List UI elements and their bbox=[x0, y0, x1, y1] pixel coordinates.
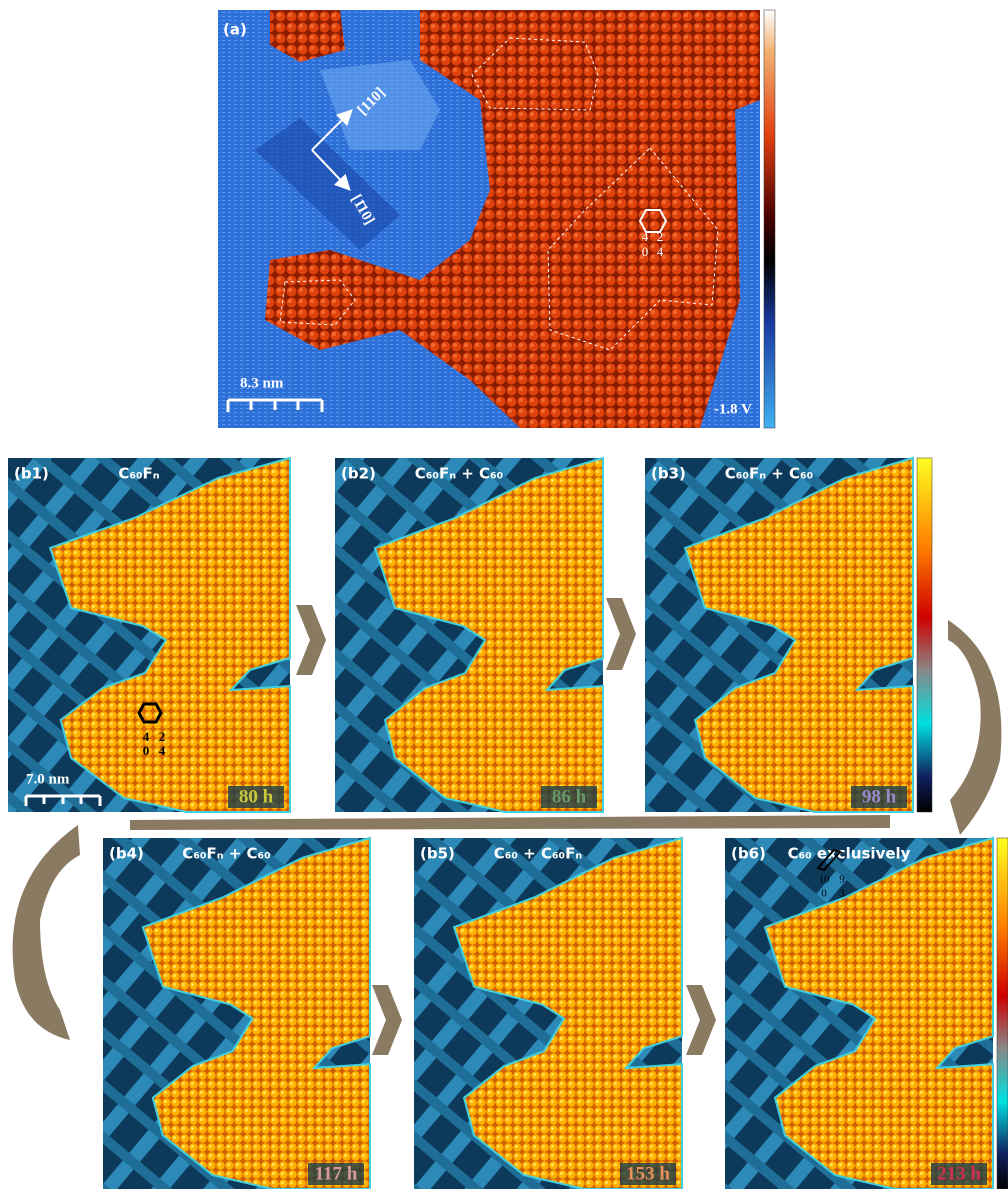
time-label: 98 h bbox=[862, 786, 897, 807]
arrow bbox=[296, 605, 326, 675]
stm-panel: (b3) C₆₀Fₙ + C₆₀ 98 h bbox=[645, 458, 913, 812]
matrix-entry: 4 bbox=[159, 743, 166, 758]
arrow bbox=[372, 985, 402, 1055]
time-label: 213 h bbox=[937, 1163, 981, 1184]
figure: (a) [110] [1̄10] 4 2 0 4 8.3 nm -1.8 V (… bbox=[0, 0, 1008, 1189]
matrix-entry: 3 bbox=[839, 888, 845, 900]
matrix-entry: 0 bbox=[143, 743, 150, 758]
page: (a) [110] [1̄10] 4 2 0 4 8.3 nm -1.8 V (… bbox=[0, 0, 1008, 1189]
matrix-entry: 4 bbox=[143, 729, 150, 744]
panel-title: C₆₀ exclusively bbox=[788, 845, 911, 863]
matrix-entry: 0 bbox=[642, 244, 649, 259]
arrow bbox=[13, 825, 80, 1040]
panel-title: C₆₀Fₙ + C₆₀ bbox=[182, 845, 270, 863]
panel-title: C₆₀Fₙ + C₆₀ bbox=[415, 465, 503, 483]
panel-title: C₆₀Fₙ bbox=[118, 465, 159, 483]
time-label: 80 h bbox=[239, 786, 274, 807]
matrix-entry: 10 bbox=[819, 874, 831, 886]
arrow bbox=[686, 985, 716, 1055]
color-bar bbox=[997, 838, 1008, 1189]
matrix-entry: 2 bbox=[657, 229, 664, 244]
stm-panel: (b4) C₆₀Fₙ + C₆₀ 117 h bbox=[103, 838, 370, 1189]
color-bar bbox=[764, 10, 775, 428]
matrix-entry: 2 bbox=[159, 729, 166, 744]
stm-panel: (b5) C₆₀ + C₆₀Fₙ 153 h bbox=[414, 838, 682, 1189]
bias-label: -1.8 V bbox=[714, 401, 752, 417]
arrow bbox=[606, 598, 636, 670]
color-bar bbox=[917, 458, 932, 812]
panel-title: C₆₀Fₙ + C₆₀ bbox=[725, 465, 813, 483]
time-label: 117 h bbox=[315, 1163, 358, 1184]
panel-label: (b3) bbox=[651, 465, 686, 483]
panel-a: (a) [110] [1̄10] 4 2 0 4 8.3 nm -1.8 V bbox=[218, 10, 775, 428]
panel-label: (a) bbox=[223, 21, 247, 39]
matrix-entry: 4 bbox=[642, 229, 649, 244]
matrix-entry: 9 bbox=[839, 874, 845, 886]
panel-label: (b4) bbox=[109, 845, 144, 863]
panel-label: (b2) bbox=[341, 465, 376, 483]
time-label: 153 h bbox=[626, 1163, 670, 1184]
panel-title: C₆₀ + C₆₀Fₙ bbox=[494, 845, 583, 863]
panel-label: (b5) bbox=[420, 845, 455, 863]
panel-label: (b1) bbox=[14, 465, 49, 483]
matrix-entry: 4 bbox=[657, 244, 664, 259]
time-label: 86 h bbox=[552, 786, 587, 807]
scale-bar-label: 7.0 nm bbox=[26, 771, 70, 787]
arrow bbox=[948, 620, 1001, 835]
matrix-entry: 0 bbox=[821, 888, 827, 900]
stm-panel: (b2) C₆₀Fₙ + C₆₀ 86 h bbox=[335, 458, 603, 812]
scale-bar-label: 8.3 nm bbox=[240, 375, 284, 391]
arrow bbox=[130, 815, 890, 830]
panel-label: (b6) bbox=[731, 845, 766, 863]
